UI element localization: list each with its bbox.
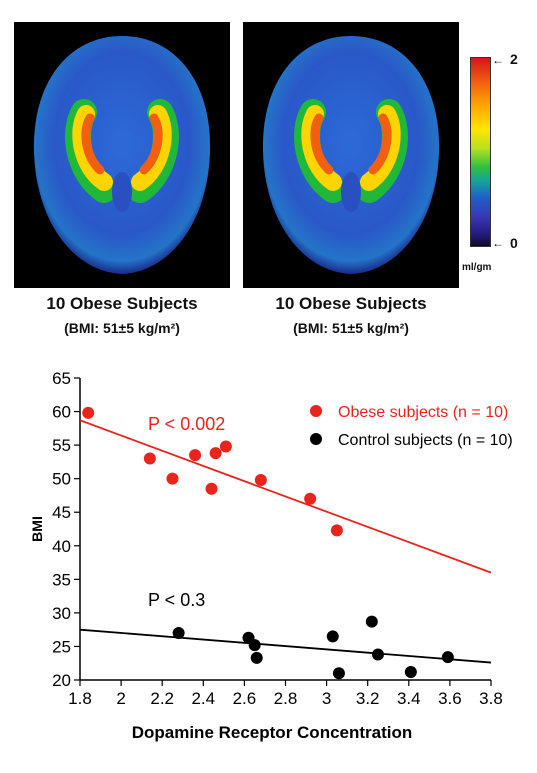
- data-point-1: [404, 665, 417, 678]
- x-tick-label: 3.2: [356, 689, 380, 708]
- panel-right-bmi: (BMI: 51±5 kg/m²): [293, 320, 409, 336]
- x-tick-label: 2.4: [191, 689, 215, 708]
- legend-marker-obese: [310, 405, 322, 417]
- pvalue-obese: P < 0.002: [148, 414, 225, 434]
- data-point-0: [209, 447, 222, 460]
- data-point-1: [371, 648, 384, 661]
- colorbar-min-label: 0: [510, 235, 518, 251]
- colorbar-max-label: 2: [510, 51, 518, 67]
- data-point-0: [82, 406, 95, 419]
- data-point-1: [441, 651, 454, 664]
- colorbar: [470, 57, 491, 247]
- data-point-0: [189, 449, 202, 462]
- data-point-1: [365, 615, 378, 628]
- x-tick-label: 3.4: [397, 689, 421, 708]
- y-tick-label: 60: [52, 403, 71, 422]
- data-point-1: [250, 651, 263, 664]
- regression-line-0: [79, 419, 492, 574]
- pvalue-control: P < 0.3: [148, 590, 205, 610]
- colorbar-max-arrow-icon: ←: [492, 53, 504, 67]
- data-point-1: [248, 639, 261, 652]
- y-tick-label: 65: [52, 369, 71, 388]
- data-point-0: [304, 492, 317, 505]
- panel-right-caption: 10 Obese Subjects: [275, 294, 427, 313]
- x-tick-label: 1.8: [68, 689, 92, 708]
- regression-line-1: [79, 628, 492, 664]
- data-point-1: [332, 667, 345, 680]
- data-point-0: [254, 474, 267, 487]
- y-tick-label: 20: [52, 671, 71, 690]
- data-point-0: [330, 524, 343, 537]
- data-point-1: [172, 627, 185, 640]
- x-tick-label: 2: [116, 689, 125, 708]
- y-tick-label: 55: [52, 436, 71, 455]
- pet-scan-right: [243, 22, 459, 288]
- colorbar-min-arrow-icon: ←: [492, 236, 504, 250]
- x-tick-label: 2.2: [150, 689, 174, 708]
- pet-brain-left-image: [33, 36, 211, 274]
- panel-left-caption: 10 Obese Subjects: [46, 294, 198, 313]
- panel-left-bmi: (BMI: 51±5 kg/m²): [64, 320, 180, 336]
- y-tick-label: 50: [52, 470, 71, 489]
- y-tick-label: 40: [52, 537, 71, 556]
- data-point-1: [326, 630, 339, 643]
- y-tick-label: 25: [52, 637, 71, 656]
- x-tick-label: 3: [322, 689, 331, 708]
- data-point-0: [143, 452, 156, 465]
- x-tick-label: 3.6: [438, 689, 462, 708]
- legend-label-obese: Obese subjects (n = 10): [338, 404, 508, 421]
- legend-marker-control: [310, 433, 322, 445]
- data-point-0: [166, 472, 179, 485]
- y-tick-label: 30: [52, 604, 71, 623]
- pet-scan-left: [14, 22, 230, 288]
- y-axis-label: BMI: [29, 516, 45, 542]
- y-tick-label: 45: [52, 503, 71, 522]
- bmi-scatter-chart: 20 25 30 35 40 45 50 55 60 65 1.8 2 2.2 2.4 2.6 2.8 3 3.2…: [29, 369, 513, 742]
- x-axis-label: Dopamine Receptor Concentration: [132, 723, 413, 742]
- data-point-0: [205, 482, 218, 495]
- legend-label-control: Control subjects (n = 10): [338, 432, 513, 449]
- x-tick-label: 2.6: [233, 689, 257, 708]
- x-tick-label: 3.8: [479, 689, 503, 708]
- data-point-0: [219, 440, 232, 453]
- pet-brain-right-image: [262, 36, 440, 274]
- x-tick-label: 2.8: [274, 689, 298, 708]
- colorbar-unit: ml/gm: [462, 262, 492, 273]
- y-tick-label: 35: [52, 570, 71, 589]
